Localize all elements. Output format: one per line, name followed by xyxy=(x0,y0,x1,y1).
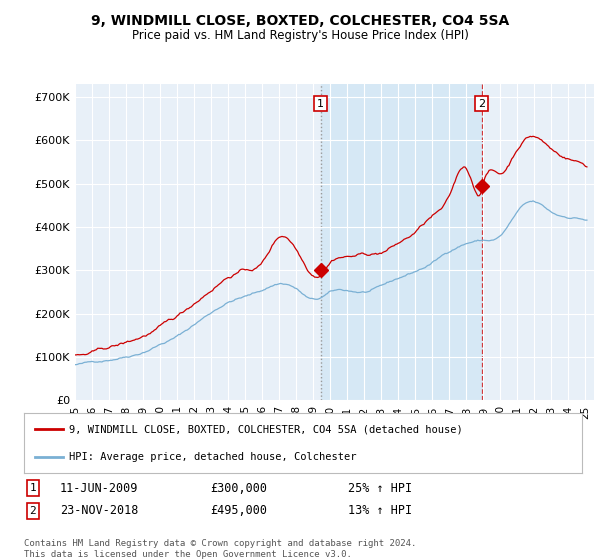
Bar xyxy=(321,84,482,400)
Text: 1: 1 xyxy=(317,99,324,109)
Text: 2: 2 xyxy=(29,506,37,516)
Text: HPI: Average price, detached house, Colchester: HPI: Average price, detached house, Colc… xyxy=(68,452,356,462)
Text: 9, WINDMILL CLOSE, BOXTED, COLCHESTER, CO4 5SA (detached house): 9, WINDMILL CLOSE, BOXTED, COLCHESTER, C… xyxy=(68,424,463,434)
Text: £495,000: £495,000 xyxy=(210,504,267,517)
Text: Contains HM Land Registry data © Crown copyright and database right 2024.
This d: Contains HM Land Registry data © Crown c… xyxy=(24,539,416,559)
Text: 9, WINDMILL CLOSE, BOXTED, COLCHESTER, CO4 5SA: 9, WINDMILL CLOSE, BOXTED, COLCHESTER, C… xyxy=(91,14,509,28)
Text: 23-NOV-2018: 23-NOV-2018 xyxy=(60,504,139,517)
Text: 13% ↑ HPI: 13% ↑ HPI xyxy=(348,504,412,517)
Text: 1: 1 xyxy=(29,483,37,493)
Text: 25% ↑ HPI: 25% ↑ HPI xyxy=(348,482,412,495)
Text: 2: 2 xyxy=(478,99,485,109)
Text: 11-JUN-2009: 11-JUN-2009 xyxy=(60,482,139,495)
Text: Price paid vs. HM Land Registry's House Price Index (HPI): Price paid vs. HM Land Registry's House … xyxy=(131,29,469,42)
Text: £300,000: £300,000 xyxy=(210,482,267,495)
